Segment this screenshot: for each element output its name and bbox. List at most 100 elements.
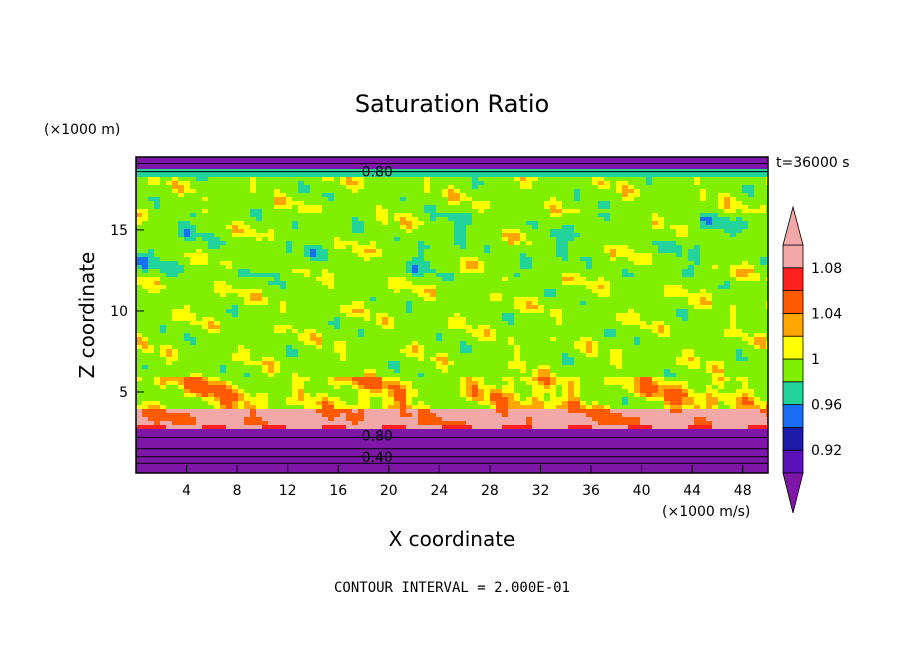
field-cell (532, 245, 539, 250)
field-cell (496, 313, 503, 318)
field-cell (640, 289, 647, 294)
field-cell (724, 217, 731, 222)
field-cell (232, 185, 239, 190)
field-cell (388, 305, 395, 310)
field-cell (250, 157, 257, 162)
field-cell (370, 173, 377, 178)
field-cell (250, 225, 257, 230)
field-cell (364, 189, 371, 194)
field-cell (730, 289, 737, 294)
field-cell (190, 333, 197, 338)
field-cell (220, 313, 227, 318)
field-cell (184, 157, 191, 162)
field-cell (634, 217, 641, 222)
field-cell (742, 293, 749, 298)
field-cell (256, 209, 263, 214)
field-cell (580, 305, 587, 310)
field-cell (412, 337, 419, 342)
field-cell (316, 257, 323, 262)
field-cell (580, 293, 587, 298)
field-cell (598, 229, 605, 234)
field-cell (766, 165, 768, 170)
field-cell (562, 329, 569, 334)
field-cell (514, 173, 521, 178)
field-cell (196, 325, 203, 330)
field-cell (514, 289, 521, 294)
field-cell (466, 213, 473, 218)
field-cell (400, 209, 407, 214)
field-cell (298, 285, 305, 290)
field-cell (436, 277, 443, 282)
field-cell (568, 337, 575, 342)
field-cell (376, 301, 383, 306)
field-cell (658, 325, 665, 330)
field-cell (484, 285, 491, 290)
field-cell (274, 269, 281, 274)
field-cell (166, 189, 173, 194)
field-cell (382, 321, 389, 326)
field-cell (574, 305, 581, 310)
field-cell (238, 177, 245, 182)
field-cell (640, 333, 647, 338)
field-cell (664, 261, 671, 266)
field-cell (352, 293, 359, 298)
field-cell (262, 189, 269, 194)
field-cell (472, 265, 479, 270)
field-cell (532, 341, 539, 346)
field-cell (202, 281, 209, 286)
field-cell (430, 241, 437, 246)
field-cell (562, 293, 569, 298)
field-cell (370, 165, 377, 170)
field-cell (310, 281, 317, 286)
field-cell (646, 285, 653, 290)
field-cell (700, 317, 707, 322)
field-cell (556, 185, 563, 190)
field-cell (520, 309, 527, 314)
field-cell (580, 261, 587, 266)
field-cell (442, 157, 449, 162)
field-cell (166, 181, 173, 186)
field-cell (688, 229, 695, 234)
field-cell (178, 325, 185, 330)
field-cell (340, 273, 347, 278)
field-cell (262, 185, 269, 190)
field-cell (460, 185, 467, 190)
field-cell (178, 305, 185, 310)
field-cell (184, 325, 191, 330)
field-cell (682, 157, 689, 162)
field-cell (592, 249, 599, 254)
field-cell (304, 209, 311, 214)
field-cell (634, 209, 641, 214)
field-cell (196, 209, 203, 214)
field-cell (544, 197, 551, 202)
field-cell (670, 233, 677, 238)
field-cell (334, 257, 341, 262)
field-cell (730, 277, 737, 282)
field-cell (196, 281, 203, 286)
field-cell (226, 221, 233, 226)
field-cell (310, 289, 317, 294)
field-cell (544, 201, 551, 206)
field-cell (538, 261, 545, 266)
field-cell (274, 333, 281, 338)
field-cell (148, 221, 155, 226)
field-cell (250, 249, 257, 254)
field-cell (340, 225, 347, 230)
field-cell (328, 281, 335, 286)
field-cell (724, 157, 731, 162)
field-cell (634, 309, 641, 314)
field-cell (304, 237, 311, 242)
field-cell (580, 253, 587, 258)
field-cell (670, 289, 677, 294)
field-cell (388, 165, 395, 170)
field-cell (580, 285, 587, 290)
field-cell (346, 273, 353, 278)
field-cell (400, 249, 407, 254)
field-cell (286, 269, 293, 274)
field-cell (598, 277, 605, 282)
field-cell (466, 201, 473, 206)
field-cell (574, 313, 581, 318)
field-cell (514, 225, 521, 230)
field-cell (304, 233, 311, 238)
field-cell (694, 245, 701, 250)
